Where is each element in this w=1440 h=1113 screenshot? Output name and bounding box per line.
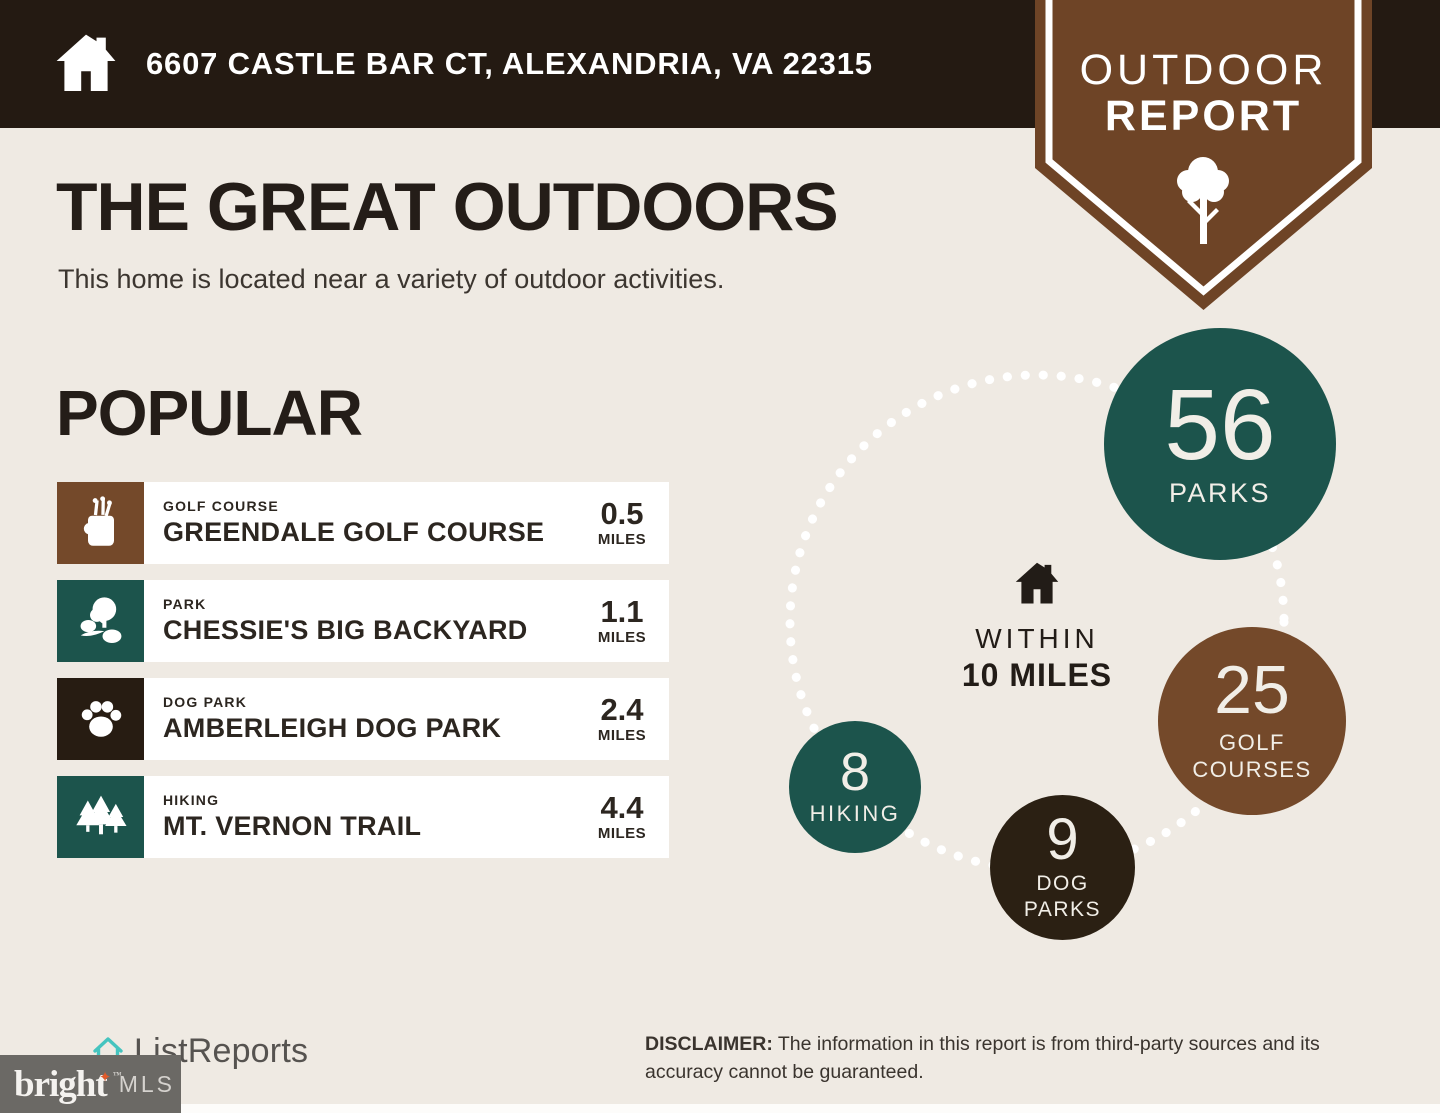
disclaimer-text: DISCLAIMER: The information in this repo… (645, 1033, 1320, 1083)
trademark-symbol: ™ (112, 1070, 122, 1080)
sparkle-icon: ✦ (98, 1068, 112, 1086)
golf-bag-icon (57, 482, 144, 564)
list-item-dog-park: DOG PARK AMBERLEIGH DOG PARK 2.4 MILES (57, 678, 669, 760)
paw-icon (57, 678, 144, 760)
house-icon (56, 34, 116, 91)
item-name: GREENDALE GOLF COURSE (163, 517, 545, 547)
within-radius-label: WITHIN 10 MILES (937, 558, 1137, 694)
item-distance: 1.1 MILES (597, 594, 647, 646)
item-category: HIKING (163, 792, 220, 808)
list-item-park: PARK CHESSIE'S BIG BACKYARD 1.1 MILES (57, 580, 669, 662)
disclaimer-label: DISCLAIMER: (645, 1033, 773, 1055)
list-item-golf-course: GOLF COURSE GREENDALE GOLF COURSE 0.5 MI… (57, 482, 669, 564)
item-category: GOLF COURSE (163, 498, 279, 514)
badge-shape (1035, 0, 1372, 310)
tree-icon (1177, 157, 1229, 244)
item-category: DOG PARK (163, 694, 248, 710)
page-title: THE GREAT OUTDOORS (56, 169, 839, 245)
item-name: AMBERLEIGH DOG PARK (163, 713, 502, 743)
mls-text: MLS (118, 1070, 175, 1097)
badge-title-line1: OUTDOOR (1079, 46, 1328, 94)
pine-trees-icon (57, 776, 144, 858)
stat-bubble-hiking: 8 HIKING (789, 721, 921, 853)
bottom-strip (0, 1104, 1440, 1113)
popular-heading: POPULAR (56, 377, 363, 449)
item-name: MT. VERNON TRAIL (163, 811, 422, 841)
house-icon (1015, 562, 1059, 604)
item-name: CHESSIE'S BIG BACKYARD (163, 615, 528, 645)
popular-list: GOLF COURSE GREENDALE GOLF COURSE 0.5 MI… (57, 482, 669, 874)
item-distance: 2.4 MILES (597, 692, 647, 744)
list-item-hiking: HIKING MT. VERNON TRAIL 4.4 MILES (57, 776, 669, 858)
bright-mls-logo: bright ✦ ™ MLS (0, 1055, 181, 1113)
page-subtitle: This home is located near a variety of o… (58, 264, 725, 294)
outdoor-report-badge: OUTDOOR REPORT (1035, 0, 1372, 312)
item-category: PARK (163, 596, 207, 612)
stat-bubble-dog-parks: 9 DOG PARKS (990, 795, 1135, 940)
bright-mls-wordmark: bright (14, 1063, 108, 1105)
park-tree-icon (57, 580, 144, 662)
stat-bubble-parks: 56 PARKS (1104, 328, 1336, 560)
property-address: 6607 CASTLE BAR CT, ALEXANDRIA, VA 22315 (146, 46, 873, 81)
item-distance: 4.4 MILES (597, 790, 647, 842)
stat-bubble-golf-courses: 25 GOLF COURSES (1158, 627, 1346, 815)
item-distance: 0.5 MILES (597, 496, 647, 548)
badge-title-line2: REPORT (1104, 92, 1303, 140)
